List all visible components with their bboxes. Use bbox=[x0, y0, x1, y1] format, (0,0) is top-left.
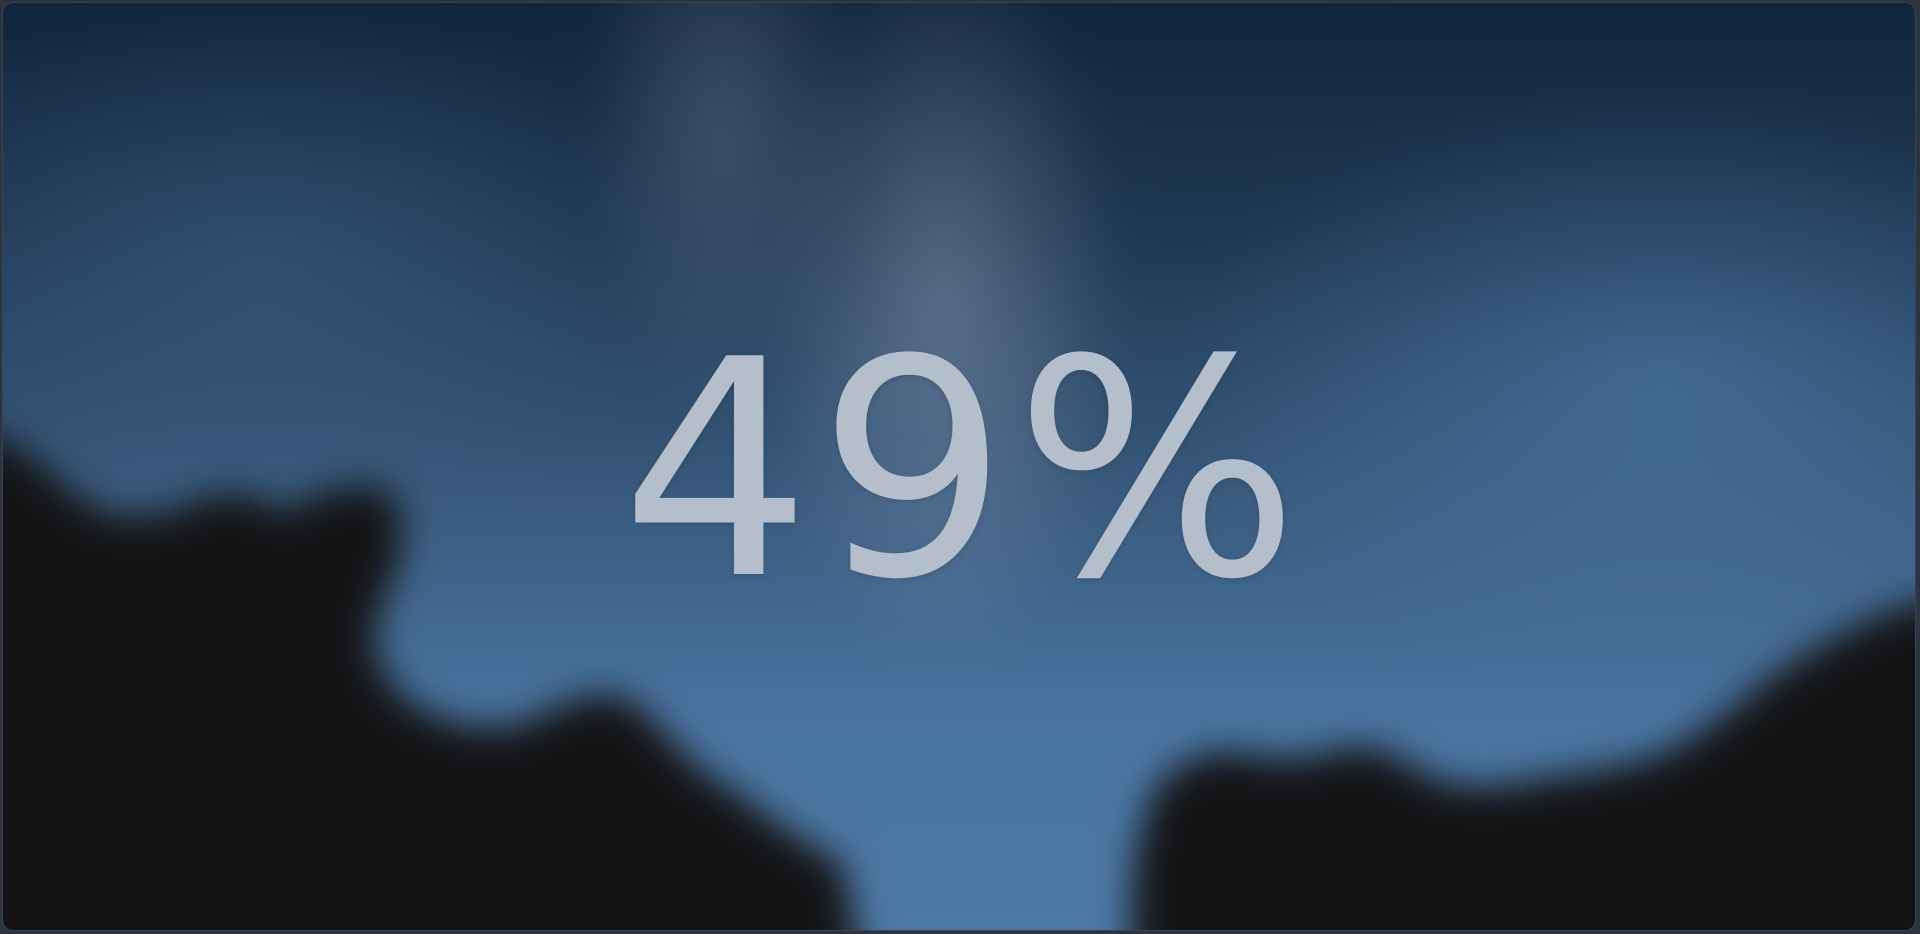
battery-percentage-text: 49% bbox=[620, 296, 1306, 645]
left-rock-silhouette bbox=[3, 439, 856, 930]
stars bbox=[80, 21, 1805, 295]
wallpaper-background bbox=[3, 3, 1915, 930]
overlay-window: 49% bbox=[3, 3, 1915, 930]
wallpaper-silhouettes bbox=[3, 21, 1915, 930]
right-rock-silhouette bbox=[1131, 604, 1915, 930]
